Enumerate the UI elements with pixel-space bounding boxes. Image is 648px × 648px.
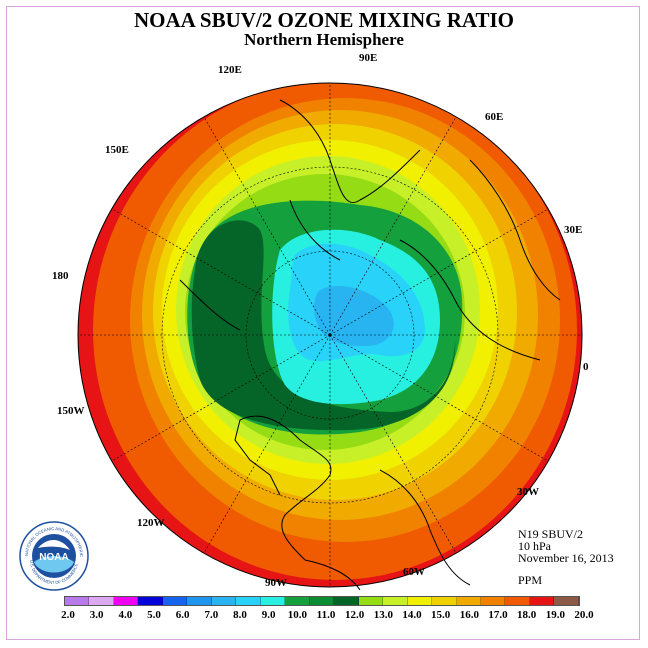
color-scale-swatch	[529, 597, 555, 605]
lon-label-30e: 30E	[564, 224, 582, 236]
color-scale-label: 15.0	[431, 609, 451, 621]
color-scale-swatch	[456, 597, 481, 605]
color-scale-swatch	[162, 597, 188, 605]
color-scale-label: 3.0	[89, 609, 104, 621]
color-scale-swatch	[89, 597, 114, 605]
instrument-label: N19 SBUV/2	[518, 527, 584, 541]
color-scale-swatch	[211, 597, 237, 605]
graticule	[78, 83, 582, 587]
lon-label-90e: 90E	[359, 52, 377, 64]
date-label: November 16, 2013	[518, 551, 614, 565]
color-scale-swatch	[358, 597, 384, 605]
color-scale-label: 11.0	[316, 609, 336, 621]
color-scale-swatch	[480, 597, 506, 605]
color-scale-label: 6.0	[175, 609, 190, 621]
lon-label-120w: 120W	[137, 517, 165, 529]
chart-subtitle: Northern Hemisphere	[244, 30, 404, 49]
color-scale-label: 17.0	[488, 609, 508, 621]
color-scale-label: 5.0	[147, 609, 161, 621]
color-scale-swatch	[432, 597, 457, 605]
color-scale-label: 4.0	[118, 609, 133, 621]
color-scale-swatch	[407, 597, 433, 605]
color-scale-swatch	[260, 597, 286, 605]
lon-label-0: 0	[583, 361, 589, 373]
color-scale-label: 14.0	[402, 609, 422, 621]
color-scale-swatch	[113, 597, 139, 605]
chart-title: NOAA SBUV/2 OZONE MIXING RATIO	[134, 8, 514, 32]
color-scale-label: 10.0	[287, 609, 307, 621]
color-scale-label: 7.0	[204, 609, 219, 621]
lon-label-120e: 120E	[218, 64, 242, 76]
color-scale-swatch	[285, 597, 310, 605]
lon-label-60w: 60W	[403, 566, 425, 578]
color-scale-swatch	[236, 597, 261, 605]
color-scale-swatch	[187, 597, 212, 605]
units-label: PPM	[518, 573, 543, 587]
lon-label-150w: 150W	[57, 405, 85, 417]
color-scale-label: 16.0	[459, 609, 479, 621]
color-scale-swatch	[138, 597, 163, 605]
color-scale-swatch	[65, 597, 90, 605]
color-scale-swatch	[505, 597, 530, 605]
color-scale-label: 20.0	[574, 609, 594, 621]
lon-label-180: 180	[52, 270, 69, 282]
color-scale-swatch	[309, 597, 335, 605]
color-scale-swatch	[383, 597, 408, 605]
color-scale-label: 2.0	[61, 609, 75, 621]
color-scale-label: 8.0	[233, 609, 247, 621]
logo-text: NOAA	[39, 552, 68, 563]
lon-label-30w: 30W	[517, 486, 539, 498]
color-scale-label: 18.0	[517, 609, 537, 621]
color-scale-label: 13.0	[373, 609, 393, 621]
color-scale-label: 12.0	[345, 609, 365, 621]
map-boundary	[77, 82, 583, 588]
color-scale-label: 19.0	[545, 609, 565, 621]
color-scale-label: 9.0	[261, 609, 276, 621]
pressure-label: 10 hPa	[518, 539, 551, 553]
longitude-labels: 0 30E 60E 90E 120E 150E 180 150W 120W 90…	[52, 52, 589, 589]
color-scale-swatch	[334, 597, 359, 605]
lon-label-90w: 90W	[265, 577, 287, 589]
lon-label-60e: 60E	[485, 111, 503, 123]
lon-label-150e: 150E	[105, 144, 129, 156]
coastlines	[179, 99, 561, 591]
noaa-logo-icon: NOAA NATIONAL OCEANIC AND ATMOSPHERIC AD…	[18, 520, 89, 591]
color-scale-bar	[64, 596, 580, 606]
color-scale-swatch	[554, 597, 579, 605]
